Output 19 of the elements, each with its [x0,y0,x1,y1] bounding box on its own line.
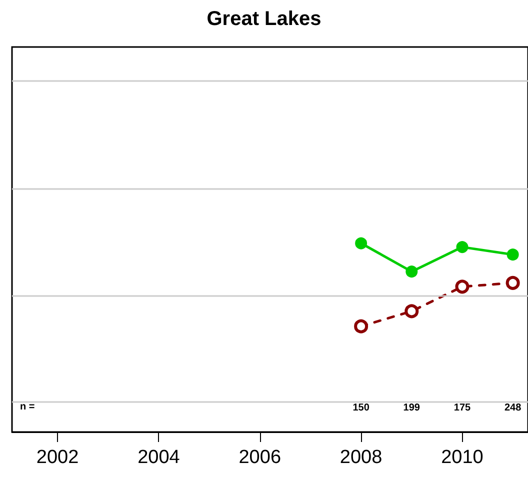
point [506,276,520,290]
point [404,304,419,318]
point [506,248,519,261]
annotation: 248 [504,402,522,414]
x-tick-label: 2004 [138,447,180,468]
point [354,319,368,334]
point [455,280,470,294]
x-tick-label: 2006 [238,447,282,468]
chart-title: Great Lakes [206,8,322,30]
point [406,266,418,278]
point [456,241,468,254]
annotation: 199 [403,402,420,414]
annotation: 175 [454,402,472,414]
x-tick-label: 2010 [441,447,484,468]
x-tick-label: 2008 [340,447,382,468]
point [355,237,368,250]
annotation: 150 [352,402,370,414]
annotation: n = [20,402,35,412]
x-tick-label: 2002 [36,447,79,468]
